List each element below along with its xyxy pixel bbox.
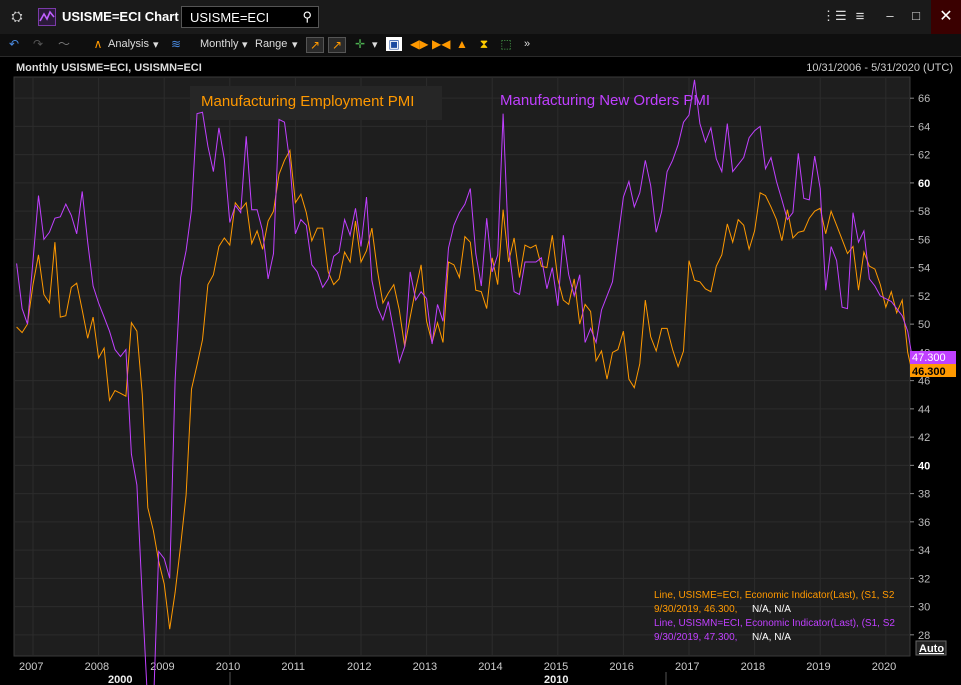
interval-chevron-icon[interactable]: ▾ (242, 39, 248, 51)
layout-icon[interactable]: ⋮☰ (822, 8, 847, 23)
chart-app-icon (38, 8, 56, 26)
line-chart-icon[interactable]: ↗ (306, 37, 324, 53)
analysis-icon[interactable]: ∧ (93, 37, 103, 51)
compare-chart-icon[interactable]: ↗ (328, 37, 346, 53)
data-box-icon[interactable]: ▣ (386, 37, 402, 51)
analysis-dropdown[interactable]: Analysis (108, 38, 149, 50)
chart-toolbar: ↶ ↷ 〜 ∧ Analysis ▾ ≋ Monthly ▾ Range ▾ ↗… (0, 34, 961, 57)
wave-icon[interactable]: ≋ (170, 37, 182, 51)
range-chevron-icon[interactable]: ▾ (292, 39, 298, 51)
hourglass-icon[interactable]: ⧗ (479, 37, 489, 51)
maximize-icon[interactable]: □ (912, 8, 920, 23)
chart-area (0, 58, 961, 685)
crosshair-chevron-icon[interactable]: ▾ (372, 39, 378, 51)
redo-icon[interactable]: ↷ (32, 37, 44, 51)
undo-icon[interactable]: ↶ (8, 37, 20, 51)
chart-instruments: Monthly USISME=ECI, USISMN=ECI (16, 62, 202, 74)
window-title: USISME=ECI Chart (62, 9, 179, 24)
range-dropdown[interactable]: Range (255, 38, 288, 50)
menu-icon[interactable]: ≡ (855, 8, 865, 25)
line-style-icon[interactable]: 〜 (57, 37, 70, 51)
close-icon[interactable]: ✕ (931, 0, 961, 34)
search-input[interactable]: USISME=ECI ⚲ (181, 6, 319, 28)
title-bar: ⛭ USISME=ECI Chart USISME=ECI ⚲ ⋮☰ ≡ – □… (0, 0, 961, 35)
select-area-icon[interactable]: ⬚ (500, 37, 512, 51)
minimize-icon[interactable]: – (886, 8, 894, 23)
expand-vertical-icon[interactable]: ▲ (456, 37, 468, 51)
analysis-chevron-icon[interactable]: ▾ (153, 39, 159, 51)
more-tools-icon[interactable]: » (524, 38, 531, 50)
zoom-in-icon[interactable]: ▶◀ (432, 37, 451, 51)
search-value[interactable]: USISME=ECI (190, 10, 270, 25)
scroll-left-icon[interactable]: ◀▶ (410, 37, 429, 51)
link-icon[interactable]: ⛭ (11, 8, 23, 24)
crosshair-icon[interactable]: ✛ (354, 37, 366, 51)
chart-date-range: 10/31/2006 - 5/31/2020 (UTC) (806, 62, 953, 74)
interval-dropdown[interactable]: Monthly (200, 38, 239, 50)
search-icon[interactable]: ⚲ (302, 9, 312, 24)
